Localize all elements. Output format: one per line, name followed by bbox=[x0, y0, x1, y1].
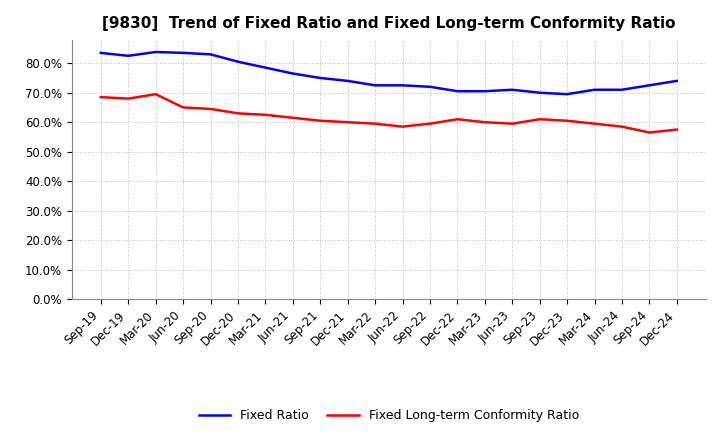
Fixed Ratio bbox=[151, 49, 160, 55]
Fixed Long-term Conformity Ratio bbox=[590, 121, 599, 126]
Fixed Long-term Conformity Ratio bbox=[618, 124, 626, 129]
Fixed Ratio bbox=[453, 88, 462, 94]
Fixed Long-term Conformity Ratio bbox=[343, 120, 352, 125]
Fixed Long-term Conformity Ratio bbox=[453, 117, 462, 122]
Fixed Long-term Conformity Ratio bbox=[233, 111, 242, 116]
Fixed Ratio bbox=[261, 65, 270, 70]
Line: Fixed Ratio: Fixed Ratio bbox=[101, 52, 677, 94]
Fixed Ratio bbox=[124, 53, 132, 59]
Fixed Long-term Conformity Ratio bbox=[672, 127, 681, 132]
Fixed Ratio bbox=[618, 87, 626, 92]
Fixed Ratio bbox=[672, 78, 681, 84]
Fixed Long-term Conformity Ratio bbox=[563, 118, 572, 123]
Title: [9830]  Trend of Fixed Ratio and Fixed Long-term Conformity Ratio: [9830] Trend of Fixed Ratio and Fixed Lo… bbox=[102, 16, 675, 32]
Fixed Ratio bbox=[289, 71, 297, 76]
Fixed Ratio bbox=[398, 83, 407, 88]
Fixed Long-term Conformity Ratio bbox=[371, 121, 379, 126]
Fixed Long-term Conformity Ratio bbox=[179, 105, 187, 110]
Fixed Long-term Conformity Ratio bbox=[508, 121, 516, 126]
Fixed Long-term Conformity Ratio bbox=[480, 120, 489, 125]
Fixed Long-term Conformity Ratio bbox=[124, 96, 132, 101]
Fixed Long-term Conformity Ratio bbox=[289, 115, 297, 121]
Fixed Long-term Conformity Ratio bbox=[206, 106, 215, 112]
Fixed Long-term Conformity Ratio bbox=[151, 92, 160, 97]
Fixed Ratio bbox=[371, 83, 379, 88]
Fixed Ratio bbox=[563, 92, 572, 97]
Fixed Long-term Conformity Ratio bbox=[426, 121, 434, 126]
Fixed Long-term Conformity Ratio bbox=[645, 130, 654, 135]
Fixed Ratio bbox=[590, 87, 599, 92]
Fixed Long-term Conformity Ratio bbox=[398, 124, 407, 129]
Fixed Ratio bbox=[645, 83, 654, 88]
Line: Fixed Long-term Conformity Ratio: Fixed Long-term Conformity Ratio bbox=[101, 94, 677, 132]
Fixed Ratio bbox=[508, 87, 516, 92]
Fixed Ratio bbox=[316, 75, 325, 81]
Fixed Ratio bbox=[480, 88, 489, 94]
Fixed Ratio bbox=[96, 50, 105, 55]
Fixed Ratio bbox=[536, 90, 544, 95]
Fixed Ratio bbox=[343, 78, 352, 84]
Fixed Long-term Conformity Ratio bbox=[261, 112, 270, 117]
Fixed Ratio bbox=[426, 84, 434, 89]
Legend: Fixed Ratio, Fixed Long-term Conformity Ratio: Fixed Ratio, Fixed Long-term Conformity … bbox=[194, 404, 584, 427]
Fixed Long-term Conformity Ratio bbox=[536, 117, 544, 122]
Fixed Long-term Conformity Ratio bbox=[96, 95, 105, 100]
Fixed Ratio bbox=[206, 52, 215, 57]
Fixed Ratio bbox=[233, 59, 242, 64]
Fixed Ratio bbox=[179, 50, 187, 55]
Fixed Long-term Conformity Ratio bbox=[316, 118, 325, 123]
